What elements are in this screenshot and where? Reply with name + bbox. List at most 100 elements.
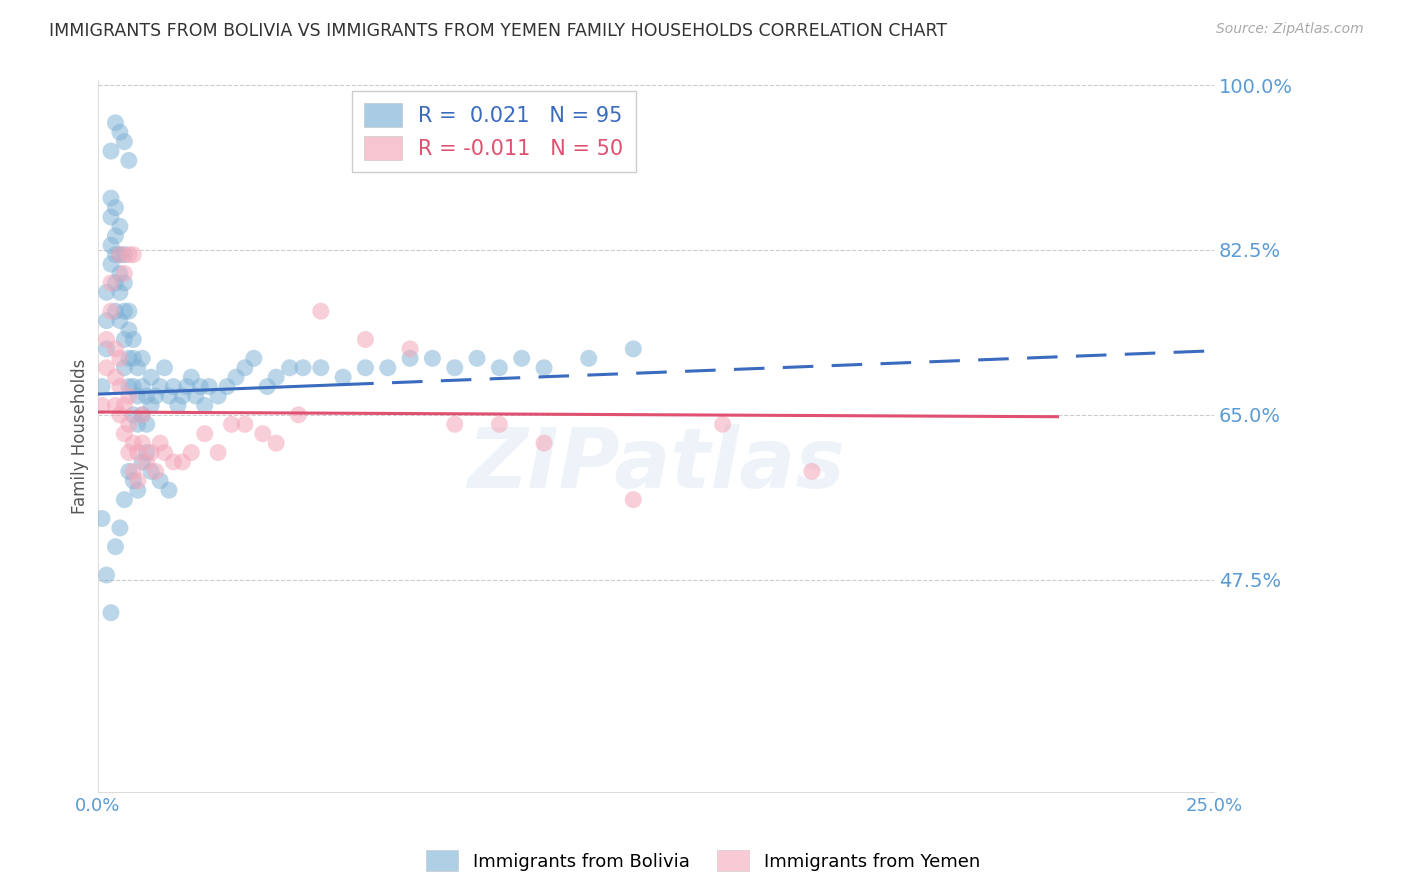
Point [800, 464, 823, 478]
Point [122, 379, 145, 393]
Point [131, 408, 153, 422]
Point [145, 389, 167, 403]
Point [112, 276, 135, 290]
Point [104, 342, 127, 356]
Point [157, 389, 180, 403]
Point [533, 360, 555, 375]
Point [127, 483, 149, 498]
Point [256, 379, 278, 393]
Point [104, 370, 127, 384]
Point [108, 408, 131, 422]
Point [118, 417, 141, 432]
Point [108, 248, 131, 262]
Point [149, 436, 172, 450]
Point [131, 455, 153, 469]
Point [141, 445, 163, 459]
Point [153, 445, 176, 459]
Point [118, 153, 141, 168]
Point [135, 417, 157, 432]
Point [162, 379, 184, 393]
Point [533, 436, 555, 450]
Point [465, 351, 488, 366]
Point [184, 389, 207, 403]
Point [354, 333, 377, 347]
Point [127, 360, 149, 375]
Point [118, 379, 141, 393]
Point [141, 399, 163, 413]
Point [141, 464, 163, 478]
Point [112, 399, 135, 413]
Point [162, 455, 184, 469]
Point [118, 304, 141, 318]
Point [104, 540, 127, 554]
Point [112, 135, 135, 149]
Point [172, 455, 194, 469]
Point [422, 351, 444, 366]
Point [264, 370, 287, 384]
Point [122, 248, 145, 262]
Point [118, 248, 141, 262]
Point [145, 464, 167, 478]
Point [96, 313, 118, 327]
Point [377, 360, 399, 375]
Point [122, 408, 145, 422]
Y-axis label: Family Households: Family Households [72, 359, 89, 514]
Point [112, 248, 135, 262]
Point [264, 436, 287, 450]
Point [122, 333, 145, 347]
Point [215, 379, 238, 393]
Point [225, 370, 247, 384]
Point [118, 445, 141, 459]
Point [399, 351, 422, 366]
Point [108, 219, 131, 234]
Point [233, 360, 256, 375]
Point [108, 379, 131, 393]
Point [207, 445, 229, 459]
Point [135, 445, 157, 459]
Point [198, 379, 221, 393]
Point [711, 417, 734, 432]
Text: Source: ZipAtlas.com: Source: ZipAtlas.com [1216, 22, 1364, 37]
Point [91, 511, 114, 525]
Point [278, 360, 301, 375]
Point [621, 342, 644, 356]
Point [354, 360, 377, 375]
Point [252, 426, 274, 441]
Point [135, 389, 157, 403]
Point [309, 360, 332, 375]
Point [578, 351, 600, 366]
Point [108, 125, 131, 139]
Point [233, 417, 256, 432]
Point [104, 248, 127, 262]
Point [108, 313, 131, 327]
Point [309, 304, 332, 318]
Point [96, 333, 118, 347]
Point [127, 474, 149, 488]
Point [118, 351, 141, 366]
Point [149, 379, 172, 393]
Point [287, 408, 309, 422]
Point [221, 417, 243, 432]
Point [243, 351, 266, 366]
Point [104, 116, 127, 130]
Point [621, 492, 644, 507]
Point [108, 351, 131, 366]
Point [131, 408, 153, 422]
Point [100, 276, 122, 290]
Point [112, 492, 135, 507]
Point [488, 417, 510, 432]
Point [96, 285, 118, 300]
Point [112, 267, 135, 281]
Point [141, 370, 163, 384]
Point [180, 370, 202, 384]
Point [100, 257, 122, 271]
Point [127, 417, 149, 432]
Point [131, 379, 153, 393]
Point [91, 399, 114, 413]
Point [112, 426, 135, 441]
Point [291, 360, 314, 375]
Point [180, 445, 202, 459]
Point [118, 389, 141, 403]
Point [443, 417, 465, 432]
Point [122, 464, 145, 478]
